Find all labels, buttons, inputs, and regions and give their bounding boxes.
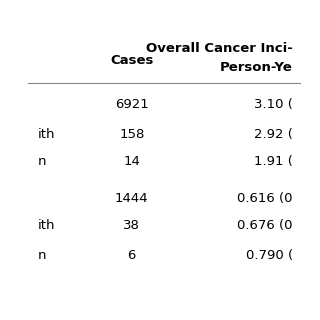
Text: 0.790 (: 0.790 ( — [246, 249, 293, 262]
Text: ith: ith — [37, 128, 55, 141]
Text: 6: 6 — [128, 249, 136, 262]
Text: n: n — [37, 249, 46, 262]
Text: 1.91 (: 1.91 ( — [254, 155, 293, 168]
Text: 38: 38 — [123, 219, 140, 232]
Text: Overall Cancer Inci-: Overall Cancer Inci- — [146, 42, 293, 55]
Text: 6921: 6921 — [115, 99, 148, 111]
Text: 3.10 (: 3.10 ( — [254, 99, 293, 111]
Text: 0.676 (0: 0.676 (0 — [237, 219, 293, 232]
Text: 1444: 1444 — [115, 192, 148, 205]
Text: n: n — [37, 155, 46, 168]
Text: 0.616 (0: 0.616 (0 — [237, 192, 293, 205]
Text: 158: 158 — [119, 128, 144, 141]
Text: ith: ith — [37, 219, 55, 232]
Text: 14: 14 — [123, 155, 140, 168]
Text: Person-Ye: Person-Ye — [220, 61, 293, 75]
Text: 2.92 (: 2.92 ( — [254, 128, 293, 141]
Text: Cases: Cases — [110, 54, 154, 67]
